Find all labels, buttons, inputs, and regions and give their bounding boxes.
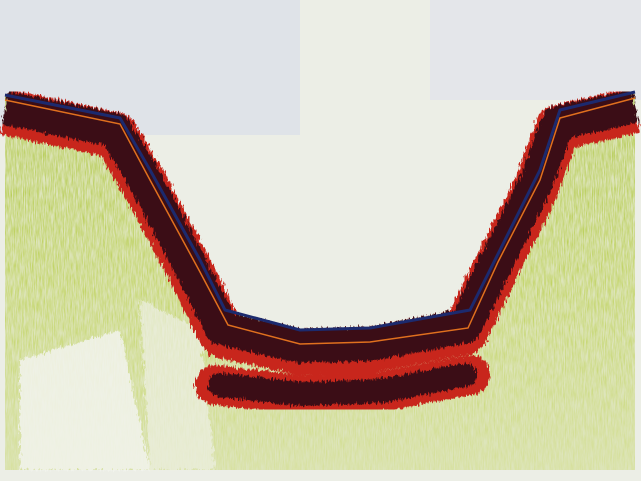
page: {} [0,0,641,481]
echogram [0,0,641,481]
top-right-shade [430,0,641,100]
